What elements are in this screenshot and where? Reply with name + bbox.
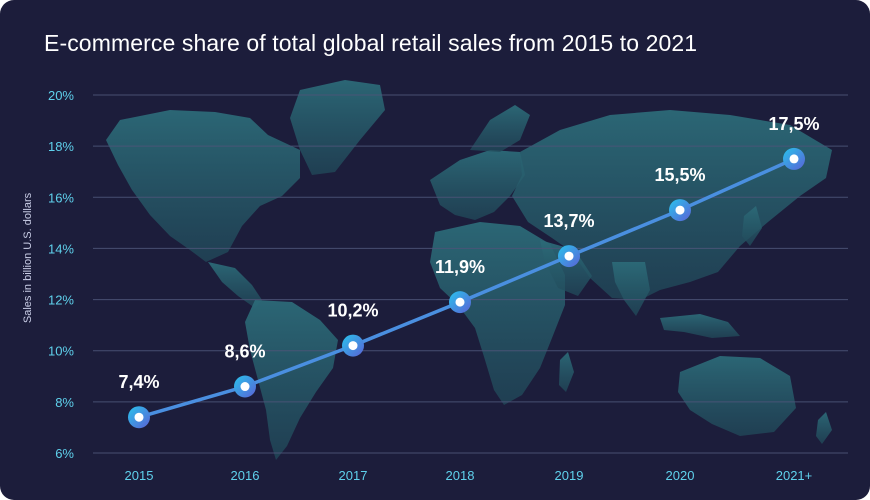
x-tick-label: 2021+: [776, 468, 813, 483]
y-tick-label: 14%: [48, 241, 74, 256]
data-label: 17,5%: [768, 114, 819, 134]
x-tick-label: 2017: [339, 468, 368, 483]
data-markers: [128, 147, 805, 429]
data-label: 11,9%: [435, 257, 485, 277]
x-tick-label: 2018: [446, 468, 475, 483]
data-label: 8,6%: [224, 342, 265, 362]
data-point: [342, 334, 364, 357]
x-tick-label: 2019: [555, 468, 584, 483]
y-tick-label: 10%: [48, 344, 74, 359]
data-labels: 7,4% 8,6% 10,2% 11,9% 13,7% 15,5% 17,5%: [118, 114, 819, 392]
x-axis-ticks: 2015 2016 2017 2018 2019 2020 2021+: [125, 468, 813, 483]
data-point: [669, 199, 691, 222]
data-point-center: [455, 297, 465, 307]
data-label: 13,7%: [543, 211, 594, 231]
data-point-center: [675, 205, 685, 215]
y-tick-label: 12%: [48, 293, 74, 308]
data-point-center: [789, 154, 799, 164]
data-point: [234, 375, 256, 398]
x-tick-label: 2020: [666, 468, 695, 483]
data-label: 7,4%: [118, 372, 159, 392]
data-label: 15,5%: [654, 165, 705, 185]
y-tick-label: 18%: [48, 139, 74, 154]
data-point-center: [134, 412, 144, 422]
data-point-center: [348, 341, 358, 351]
y-tick-label: 20%: [48, 88, 74, 103]
data-point: [783, 147, 805, 170]
x-tick-label: 2016: [231, 468, 260, 483]
data-point-center: [564, 251, 574, 261]
x-tick-label: 2015: [125, 468, 154, 483]
data-point: [128, 406, 150, 429]
chart-title: E-commerce share of total global retail …: [44, 30, 698, 56]
data-label: 10,2%: [327, 301, 378, 321]
data-point: [449, 291, 471, 314]
y-tick-label: 6%: [55, 446, 74, 461]
y-tick-label: 8%: [55, 395, 74, 410]
y-axis-ticks: 6% 8% 10% 12% 14% 16% 18% 20%: [48, 88, 74, 461]
y-tick-label: 16%: [48, 190, 74, 205]
data-point: [558, 245, 580, 268]
data-point-center: [240, 382, 250, 392]
